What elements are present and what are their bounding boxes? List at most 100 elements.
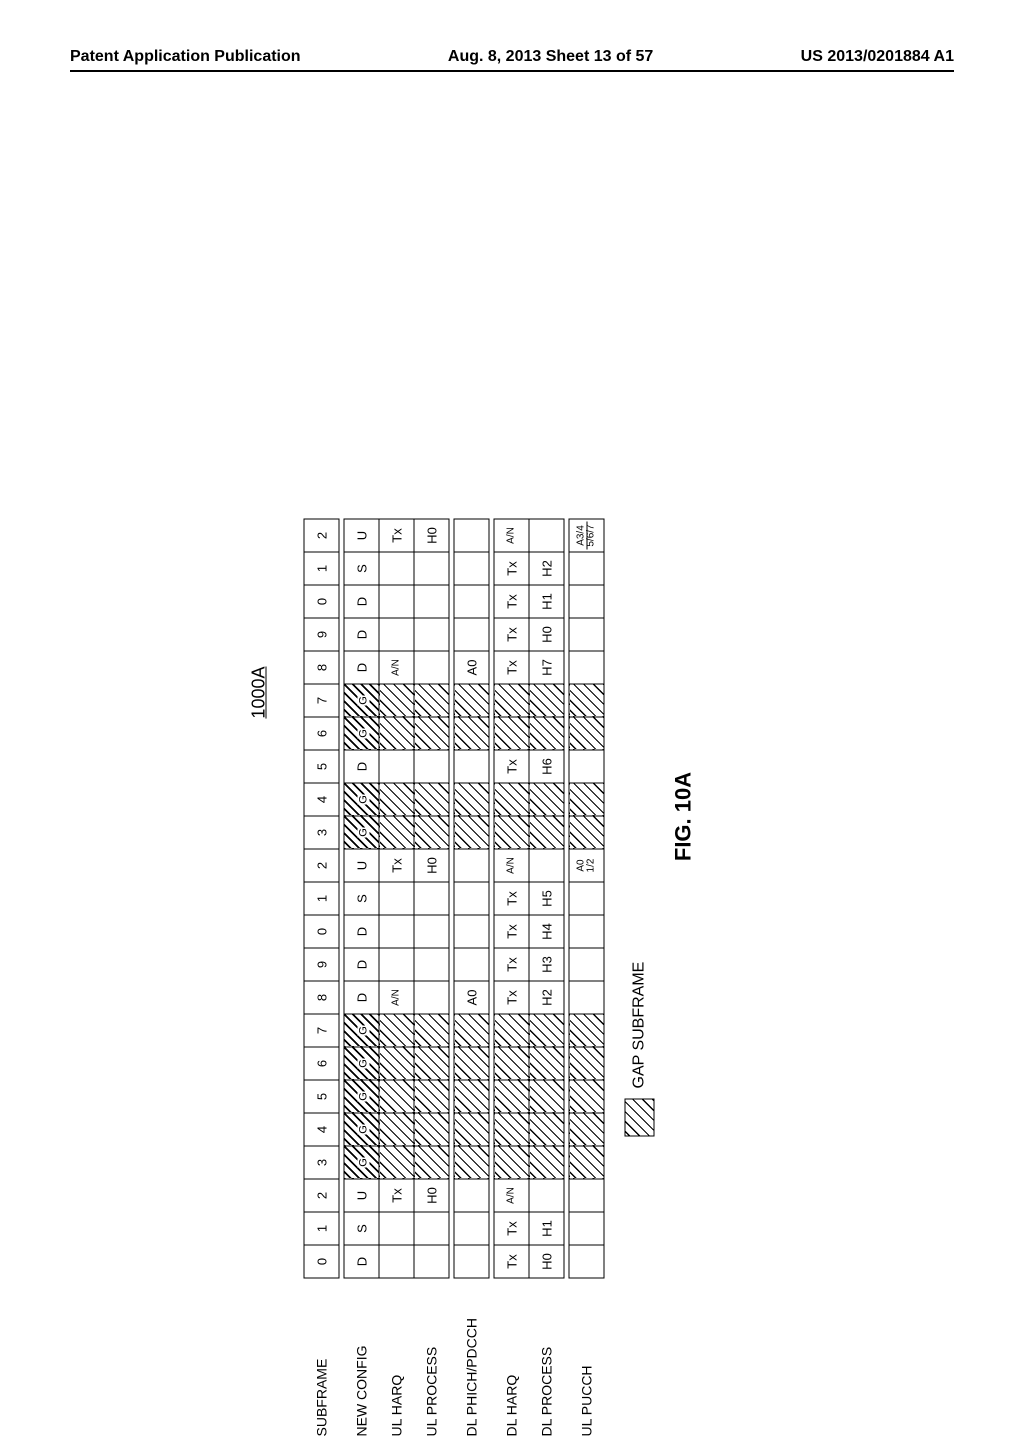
cell: D xyxy=(344,948,379,981)
cell xyxy=(569,717,604,750)
cell xyxy=(529,1146,564,1179)
cell xyxy=(569,1212,604,1245)
cell xyxy=(529,816,564,849)
cell: A/N xyxy=(494,849,529,882)
header-left: Patent Application Publication xyxy=(70,48,301,66)
cell xyxy=(454,783,489,816)
cell: 7 xyxy=(304,684,339,717)
cell xyxy=(529,1179,564,1212)
cell xyxy=(569,783,604,816)
cell xyxy=(454,882,489,915)
cell: Tx xyxy=(379,1179,414,1212)
cell xyxy=(379,816,414,849)
cell xyxy=(494,1080,529,1113)
cell xyxy=(414,948,449,981)
cell xyxy=(379,1113,414,1146)
cell xyxy=(569,651,604,684)
cell xyxy=(379,1146,414,1179)
cell: A/N xyxy=(379,651,414,684)
cell xyxy=(414,684,449,717)
cell: U xyxy=(344,519,379,552)
cell: Tx xyxy=(494,882,529,915)
cell xyxy=(379,1014,414,1047)
cell: H2 xyxy=(529,981,564,1014)
cell: 5 xyxy=(304,1080,339,1113)
cell: Tx xyxy=(494,618,529,651)
cell xyxy=(414,1212,449,1245)
cell xyxy=(454,915,489,948)
cell xyxy=(569,1146,604,1179)
cell: 1 xyxy=(304,552,339,585)
cell xyxy=(379,783,414,816)
cell: G xyxy=(344,1146,379,1179)
cell xyxy=(414,1014,449,1047)
cell xyxy=(414,1080,449,1113)
cell xyxy=(454,750,489,783)
row-label: NEW CONFIG xyxy=(344,1278,379,1437)
cell: A/N xyxy=(494,519,529,552)
cell: S xyxy=(344,552,379,585)
cell xyxy=(379,585,414,618)
cell: A/N xyxy=(494,1179,529,1212)
cell: H0 xyxy=(529,1245,564,1278)
cell: Tx xyxy=(494,1212,529,1245)
cell: 4 xyxy=(304,1113,339,1146)
cell: Tx xyxy=(494,750,529,783)
cell: H4 xyxy=(529,915,564,948)
cell: Tx xyxy=(494,552,529,585)
cell: H7 xyxy=(529,651,564,684)
cell: 2 xyxy=(304,1179,339,1212)
cell xyxy=(494,1113,529,1146)
page-header: Patent Application Publication Aug. 8, 2… xyxy=(70,48,954,72)
cell: D xyxy=(344,915,379,948)
cell: H0 xyxy=(414,1179,449,1212)
cell xyxy=(379,1047,414,1080)
cell xyxy=(414,717,449,750)
cell: 1 xyxy=(304,882,339,915)
cell xyxy=(569,1179,604,1212)
cell xyxy=(414,1245,449,1278)
cell xyxy=(454,618,489,651)
cell: G xyxy=(344,1047,379,1080)
cell: H0 xyxy=(414,849,449,882)
cell: D xyxy=(344,585,379,618)
cell xyxy=(414,651,449,684)
cell xyxy=(569,1014,604,1047)
cell: 4 xyxy=(304,783,339,816)
cell: H5 xyxy=(529,882,564,915)
cell xyxy=(569,618,604,651)
figure-reference: 1000A xyxy=(249,667,270,719)
cell xyxy=(494,717,529,750)
cell: 0 xyxy=(304,915,339,948)
cell xyxy=(454,717,489,750)
cell: H1 xyxy=(529,1212,564,1245)
cell xyxy=(414,816,449,849)
cell xyxy=(379,882,414,915)
cell: U xyxy=(344,1179,379,1212)
cell xyxy=(414,882,449,915)
cell xyxy=(414,750,449,783)
cell xyxy=(569,915,604,948)
cell: 6 xyxy=(304,717,339,750)
figure-container: 1000A SUBFRAME01234567890123456789012NEW… xyxy=(80,200,960,1100)
cell xyxy=(414,1113,449,1146)
cell: 8 xyxy=(304,651,339,684)
cell xyxy=(414,1047,449,1080)
cell: U xyxy=(344,849,379,882)
cell xyxy=(454,1113,489,1146)
cell: G xyxy=(344,1080,379,1113)
cell xyxy=(529,849,564,882)
cell: 0 xyxy=(304,1245,339,1278)
cell xyxy=(529,1113,564,1146)
cell: S xyxy=(344,882,379,915)
timing-diagram: SUBFRAME01234567890123456789012NEW CONFI… xyxy=(304,519,605,1437)
cell: D xyxy=(344,651,379,684)
cell xyxy=(379,948,414,981)
legend: GAP SUBFRAME xyxy=(625,317,655,1137)
cell xyxy=(454,1179,489,1212)
cell xyxy=(379,750,414,783)
cell: Tx xyxy=(494,948,529,981)
cell xyxy=(414,981,449,1014)
cell: 5 xyxy=(304,750,339,783)
legend-label: GAP SUBFRAME xyxy=(631,962,649,1089)
